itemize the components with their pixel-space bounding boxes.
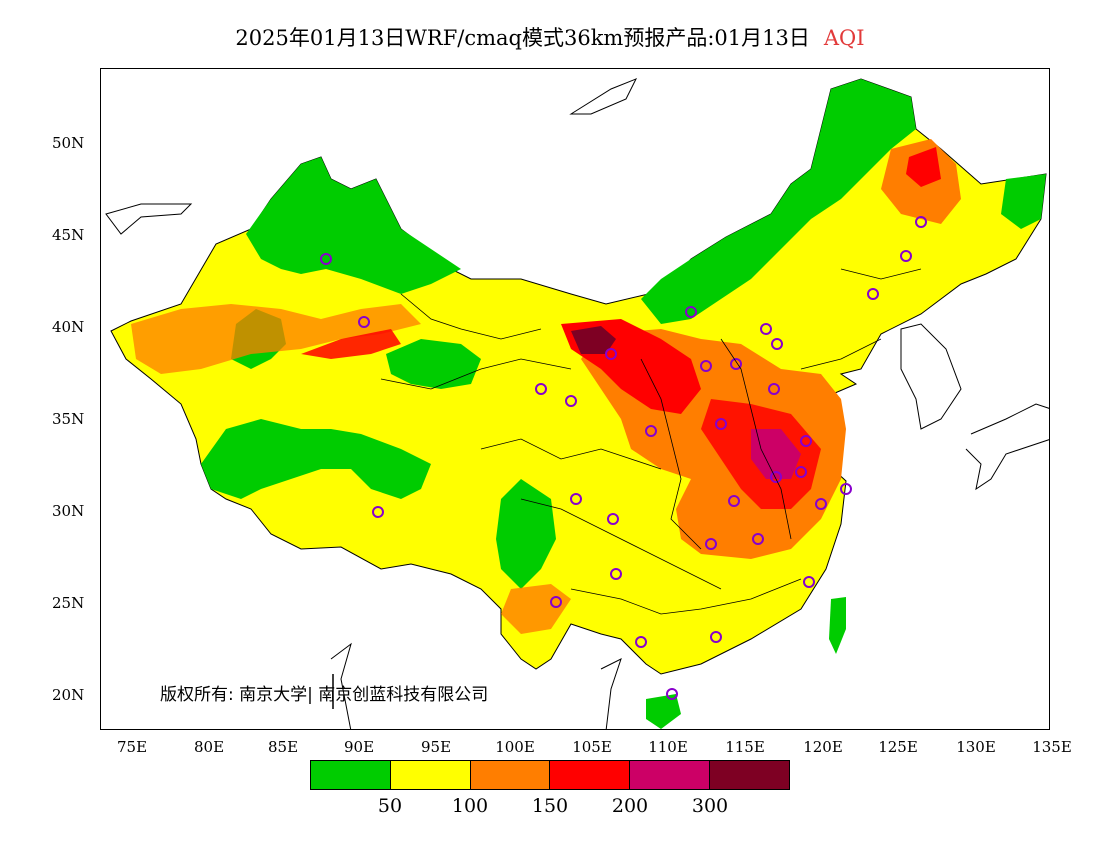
lon-label-95e: 95E	[420, 738, 452, 756]
station-marker	[728, 495, 740, 507]
station-marker	[645, 425, 657, 437]
legend-swatch-usg	[469, 761, 550, 789]
lon-label-100e: 100E	[495, 738, 535, 756]
station-marker	[320, 253, 332, 265]
legend-swatch-very-unhealthy	[629, 761, 710, 789]
lat-label-40n: 40N	[52, 318, 85, 336]
russia-coastline	[105, 78, 638, 235]
station-marker	[730, 358, 742, 370]
lon-label-130e: 130E	[956, 738, 996, 756]
station-marker	[666, 688, 678, 700]
far-northeast-green	[1001, 174, 1046, 229]
lon-label-115e: 115E	[725, 738, 765, 756]
yunnan-orange-patch	[501, 584, 571, 634]
station-marker	[867, 288, 879, 300]
station-marker	[605, 348, 617, 360]
legend-label-50: 50	[377, 795, 403, 817]
title-text: 2025年01月13日WRF/cmaq模式36km预报产品:01月13日	[235, 26, 810, 50]
qinghai-green-patch	[386, 339, 481, 389]
southeast-asia-coastline	[330, 642, 622, 729]
copyright-text: 版权所有: 南京大学| 南京创蓝科技有限公司	[160, 685, 489, 705]
province-boundaries	[380, 268, 922, 615]
station-marker	[358, 316, 370, 328]
legend-label-150: 150	[531, 795, 569, 817]
station-marker	[800, 435, 812, 447]
northeast-green-region	[641, 79, 916, 324]
station-marker	[771, 338, 783, 350]
lat-label-35n: 35N	[52, 410, 85, 428]
station-marker	[565, 395, 577, 407]
lon-label-120e: 120E	[803, 738, 843, 756]
lon-label-80e: 80E	[193, 738, 225, 756]
lon-label-105e: 105E	[572, 738, 612, 756]
hainan-green	[646, 694, 681, 729]
lat-label-25n: 25N	[52, 594, 85, 612]
northeast-red-patch	[906, 147, 941, 187]
lon-label-125e: 125E	[878, 738, 918, 756]
lon-label-135e: 135E	[1032, 738, 1072, 756]
lat-label-30n: 30N	[52, 502, 85, 520]
station-marker	[752, 533, 764, 545]
station-marker	[372, 506, 384, 518]
station-marker	[803, 576, 815, 588]
sichuan-green-strip	[496, 479, 556, 589]
korea-japan-coastline	[900, 323, 1049, 491]
legend-label-300: 300	[691, 795, 729, 817]
station-marker	[770, 471, 782, 483]
station-marker	[915, 216, 927, 228]
map-area[interactable]	[100, 68, 1050, 730]
station-marker	[795, 466, 807, 478]
station-marker	[550, 596, 562, 608]
west-green-region	[201, 419, 431, 499]
station-marker	[815, 498, 827, 510]
station-marker	[768, 383, 780, 395]
legend-swatch-good	[311, 761, 390, 789]
legend-label-100: 100	[451, 795, 489, 817]
station-marker	[570, 493, 582, 505]
lat-label-45n: 45N	[52, 226, 85, 244]
station-marker	[610, 568, 622, 580]
north-hazardous-patch	[571, 326, 616, 354]
lon-label-90e: 90E	[343, 738, 375, 756]
title-variable: AQI	[823, 26, 865, 50]
station-marker	[760, 323, 772, 335]
northwest-green-region	[246, 157, 461, 294]
aqi-color-legend	[310, 760, 790, 790]
lon-label-110e: 110E	[648, 738, 688, 756]
lon-label-85e: 85E	[267, 738, 299, 756]
lat-label-20n: 20N	[52, 686, 85, 704]
station-marker	[635, 636, 647, 648]
lon-label-75e: 75E	[116, 738, 148, 756]
legend-swatch-moderate	[389, 761, 470, 789]
lat-label-50n: 50N	[52, 134, 85, 152]
station-marker	[840, 483, 852, 495]
xinjiang-red-streak	[301, 329, 401, 359]
east-china-magenta-patch	[751, 429, 801, 479]
map-title: 2025年01月13日WRF/cmaq模式36km预报产品:01月13日 AQI	[0, 22, 1100, 52]
station-marker	[607, 513, 619, 525]
station-marker	[685, 306, 697, 318]
station-marker	[535, 383, 547, 395]
legend-label-200: 200	[611, 795, 649, 817]
aqi-map	[105, 78, 1049, 729]
station-marker	[700, 360, 712, 372]
station-marker	[715, 418, 727, 430]
station-marker	[710, 631, 722, 643]
legend-swatch-unhealthy	[549, 761, 630, 789]
station-marker	[900, 250, 912, 262]
station-markers	[320, 216, 927, 700]
taiwan-green	[829, 597, 846, 654]
legend-swatch-hazardous	[709, 761, 789, 789]
station-marker	[705, 538, 717, 550]
xinjiang-orange-band	[131, 304, 421, 374]
